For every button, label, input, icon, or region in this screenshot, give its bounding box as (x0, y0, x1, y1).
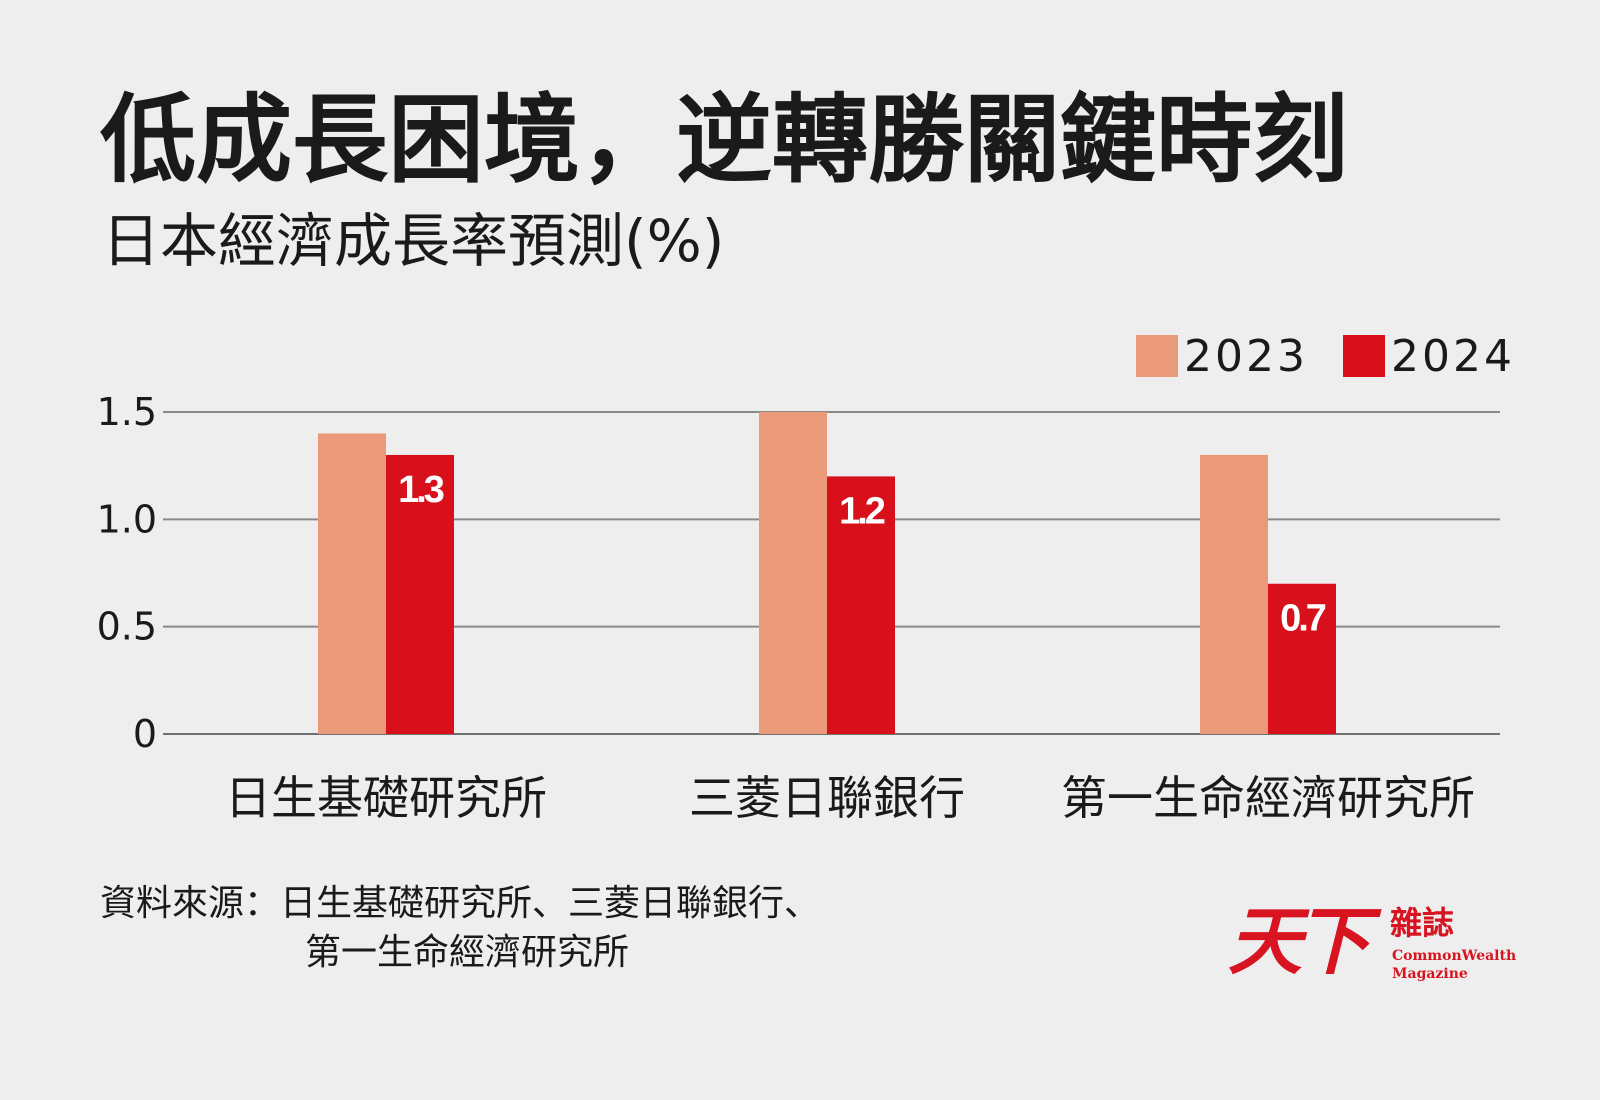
bar-2023 (318, 433, 386, 734)
bar-2024 (1268, 583, 1336, 734)
data-label: 0.7 (1280, 598, 1326, 640)
bar-chart: 0 0.5 1.0 1.5 1.3 日生基礎研究所 1.2 三菱日聯銀行 0.7 第一生命經濟研究… (97, 331, 1515, 825)
bar-2024 (386, 454, 454, 734)
logo-zazhi: 雜誌 (1390, 904, 1455, 942)
logo-english-line-2: Magazine (1392, 966, 1468, 982)
chart-title: 低成長困境，逆轉勝關鍵時刻 (100, 84, 1348, 196)
x-tick-label: 日生基礎研究所 (225, 771, 547, 825)
chart-subtitle: 日本經濟成長率預測(%) (102, 207, 725, 275)
source-line-2: 第一生命經濟研究所 (305, 931, 630, 973)
legend-label: 2024 (1391, 331, 1515, 382)
bar-2024 (827, 476, 895, 734)
data-label: 1.2 (839, 490, 885, 532)
y-tick-label: 1.5 (97, 390, 157, 434)
logo-mark: 天下 (1228, 899, 1370, 985)
data-label: 1.3 (398, 469, 444, 511)
y-tick-label: 0.5 (97, 605, 157, 649)
bar-2023 (1200, 454, 1268, 734)
y-tick-label: 1.0 (97, 497, 157, 541)
x-tick-label: 三菱日聯銀行 (689, 771, 965, 825)
logo-english-line-1: CommonWealth (1392, 948, 1517, 964)
y-tick-label: 0 (133, 712, 157, 756)
source-note: 資料來源：日生基礎研究所、三菱日聯銀行、 第一生命經濟研究所 (100, 880, 820, 977)
bar-2023 (759, 412, 827, 734)
legend-label: 2023 (1184, 331, 1308, 382)
commonwealth-logo: 天下 雜誌 CommonWealth Magazine (1228, 899, 1516, 1005)
legend-swatch-2024 (1343, 335, 1385, 377)
source-line-1: 資料來源：日生基礎研究所、三菱日聯銀行、 (100, 883, 821, 924)
legend-swatch-2023 (1136, 335, 1178, 377)
x-tick-label: 第一生命經濟研究所 (1061, 771, 1475, 825)
